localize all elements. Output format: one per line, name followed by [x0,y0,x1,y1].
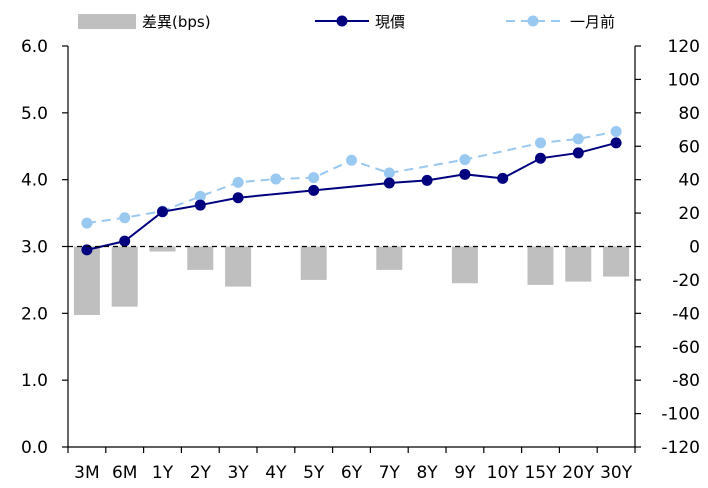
legend-label: 一月前 [570,13,615,31]
data-point [421,174,433,186]
data-point [194,190,206,202]
legend-marker [336,15,348,27]
right-tick-label: -20 [672,271,700,291]
category-label: 5Y [303,463,325,483]
data-point [119,235,131,247]
right-tick-label: -120 [661,438,700,458]
data-point [459,154,471,166]
bar [376,246,403,270]
data-point [119,212,131,224]
category-label: 8Y [416,463,438,483]
bar-series [73,246,630,316]
right-tick-label: 20 [678,204,700,224]
data-point [308,184,320,196]
bar [149,246,176,252]
line-series [81,126,622,256]
bar [111,246,138,307]
legend: 差異(bps) 現價 一月前 [78,13,615,31]
data-point [308,172,320,184]
category-label: 1Y [152,463,174,483]
left-tick-label: 2.0 [21,304,48,324]
bar [225,246,252,287]
data-point [346,154,357,166]
left-tick-label: 6.0 [21,37,48,57]
data-point [270,173,282,185]
data-point [610,137,622,149]
bar [73,246,100,316]
category-label: 6Y [341,463,363,483]
data-point [81,217,93,229]
data-point [535,152,546,164]
right-tick-label: 40 [678,171,700,191]
axes: 0.0 1.0 2.0 3.0 4.0 5.0 6.0 -120 -100 -80 -60 -40 -2… [21,37,700,483]
category-label: 3Y [227,463,249,483]
right-tick-label: -60 [672,338,700,358]
data-point [194,199,206,211]
right-tick-label: 100 [668,70,700,90]
left-tick-label: 1.0 [21,371,48,391]
bar [300,246,327,280]
legend-label: 現價 [375,13,405,31]
data-point [610,126,622,138]
data-point [497,172,509,184]
data-point [157,206,168,218]
right-tick-label: -40 [672,304,700,324]
category-label: 15Y [524,463,557,483]
right-tick-label: 80 [678,104,700,124]
category-label: 20Y [562,463,595,483]
right-tick-label: 120 [668,37,700,57]
category-label: 10Y [487,463,520,483]
data-point [383,167,395,179]
category-label: 3M [74,463,99,483]
left-tick-label: 5.0 [21,104,48,124]
data-point [572,133,584,145]
bar [451,246,478,284]
left-tick-label: 4.0 [21,171,48,191]
right-tick-label: 60 [678,137,700,157]
legend-bar-swatch [78,14,136,29]
data-point [535,137,546,149]
legend-label: 差異(bps) [142,13,211,31]
data-point [572,147,584,159]
data-point [232,192,244,204]
category-label: 4Y [265,463,287,483]
category-label: 7Y [379,463,401,483]
data-point [232,176,244,188]
bar [565,246,592,282]
right-tick-label: -80 [672,371,700,391]
category-label: 9Y [454,463,476,483]
right-tick-label: 0 [689,238,700,258]
category-label: 6M [112,463,137,483]
legend-marker [527,15,539,27]
left-tick-label: 3.0 [21,238,48,258]
data-point [383,177,395,189]
category-label: 30Y [600,463,633,483]
bar [603,246,630,277]
category-label: 2Y [190,463,212,483]
data-point [459,168,471,180]
left-tick-label: 0.0 [21,438,48,458]
right-tick-label: -100 [661,405,700,425]
bar [527,246,554,285]
bar [187,246,214,270]
